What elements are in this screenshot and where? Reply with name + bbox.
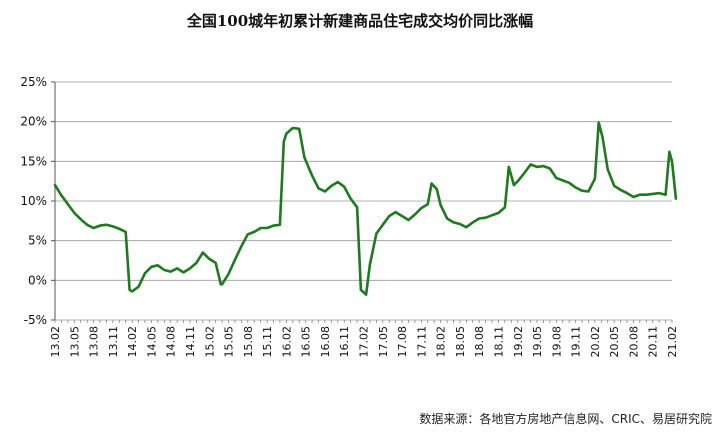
- x-tick-label: 16.11: [338, 326, 351, 358]
- x-tick-label: 18.11: [492, 326, 505, 358]
- y-tick-labels: -5% 0% 5% 10% 15% 20% 25%: [20, 75, 47, 327]
- y-tick-label: 25%: [20, 75, 47, 89]
- axes: [51, 81, 673, 323]
- source-note: 数据来源：各地官方房地产信息网、CRIC、易居研究院: [419, 412, 712, 426]
- x-tick-label: 20.08: [627, 326, 640, 358]
- x-tick-label: 14.11: [184, 326, 197, 358]
- x-tick-label: 13.05: [68, 326, 81, 358]
- x-tick-label: 19.02: [512, 326, 525, 358]
- x-tick-label: 20.11: [647, 326, 660, 358]
- x-tick-label: 20.02: [589, 326, 602, 358]
- y-tick-label: 20%: [20, 115, 47, 129]
- x-tick-label: 13.08: [88, 326, 101, 358]
- y-tick-label: 15%: [20, 154, 47, 168]
- x-tick-labels: 13.02 13.05 13.08 13.11 14.02 14.05 14.08 14.11…: [49, 326, 679, 358]
- x-tick-label: 14.08: [165, 326, 178, 358]
- series-layer: [53, 121, 678, 296]
- x-tick-label: 17.11: [415, 326, 428, 358]
- x-tick-label: 18.05: [454, 326, 467, 358]
- y-tick-label: 10%: [20, 194, 47, 208]
- y-tick-label: -5%: [24, 313, 47, 327]
- x-tick-label: 19.05: [531, 326, 544, 358]
- x-tick-label: 17.08: [396, 326, 409, 358]
- y-tick-label: 5%: [28, 234, 47, 248]
- x-tick-label: 16.02: [280, 326, 293, 358]
- x-tick-label: 18.02: [435, 326, 448, 358]
- x-tick-label: 20.05: [608, 326, 621, 358]
- x-tick-label: 17.02: [358, 326, 371, 358]
- chart-title: 全国100城年初累计新建商品住宅成交均价同比涨幅: [186, 12, 534, 30]
- x-tick-label: 18.08: [473, 326, 486, 358]
- x-tick-label: 19.08: [550, 326, 563, 358]
- y-tick-label: 0%: [28, 273, 47, 287]
- x-tick-label: 21.02: [666, 326, 679, 358]
- x-tick-label: 16.05: [300, 326, 313, 358]
- gridlines: [55, 81, 672, 321]
- x-tick-label: 13.02: [49, 326, 62, 358]
- series-line: [53, 121, 678, 296]
- x-tick-label: 16.08: [319, 326, 332, 358]
- x-tick-label: 15.11: [261, 326, 274, 358]
- x-tick-label: 13.11: [107, 326, 120, 358]
- x-tick-label: 15.05: [223, 326, 236, 358]
- x-tick-label: 14.05: [145, 326, 158, 358]
- x-tick-label: 14.02: [126, 326, 139, 358]
- x-tick-label: 15.02: [203, 326, 216, 358]
- x-tick-label: 17.05: [377, 326, 390, 358]
- x-tick-label: 15.08: [242, 326, 255, 358]
- x-tick-label: 19.11: [570, 326, 583, 358]
